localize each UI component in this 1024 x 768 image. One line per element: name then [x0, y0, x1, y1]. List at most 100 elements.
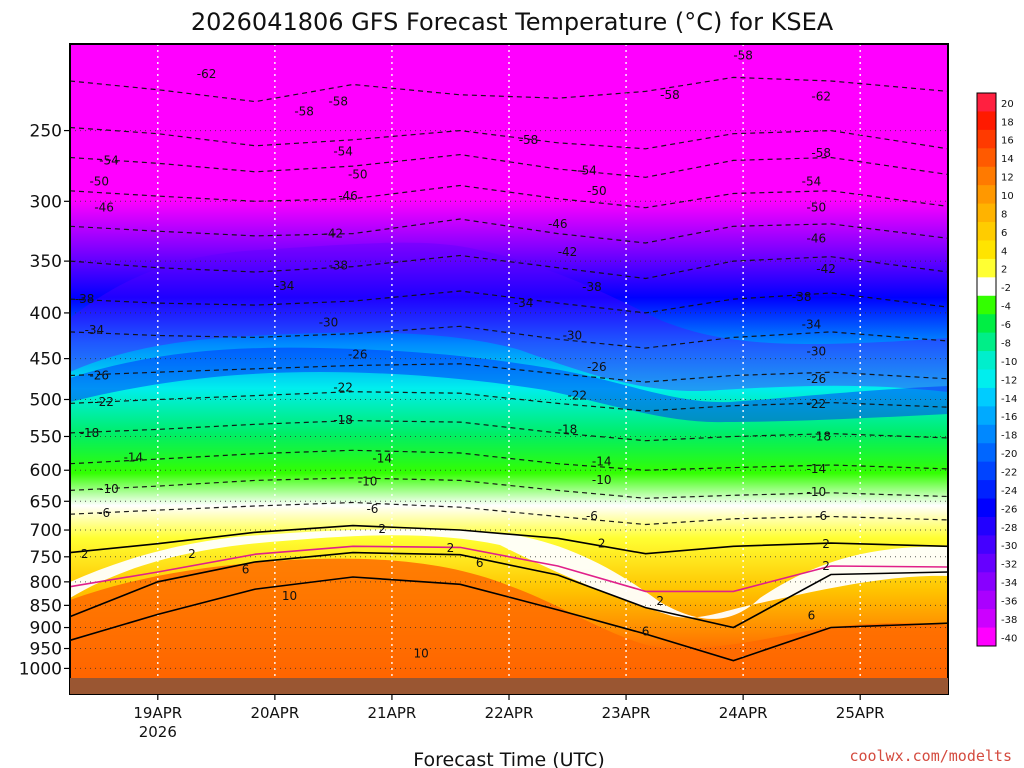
time-tick-label: 24APR	[719, 704, 768, 722]
contour-value-label: -22	[94, 395, 114, 409]
contour-value-label: 2	[822, 537, 830, 551]
contour-line	[69, 218, 949, 244]
contour-value-label: -46	[806, 231, 826, 245]
colorbar-label: -30	[1001, 541, 1017, 552]
colorbar-label: -38	[1001, 615, 1017, 626]
midlevel-blue-band	[70, 347, 948, 423]
contour-value-label: 2	[81, 547, 89, 561]
contour-line	[69, 290, 949, 314]
pressure-tick-label: 300	[30, 192, 62, 212]
colorbar-label: 20	[1001, 99, 1014, 110]
colorbar-label: -32	[1001, 560, 1017, 571]
colorbar-swatch	[977, 480, 996, 500]
upper-cold-bulge	[70, 242, 948, 392]
contour-value-label: 6	[808, 608, 816, 622]
pressure-tick-label: 550	[30, 427, 62, 447]
colorbar-label: -12	[1001, 375, 1017, 386]
colorbar-swatch	[977, 314, 996, 334]
contour-value-label: -30	[563, 329, 583, 343]
contour-value-label: -6	[366, 502, 378, 516]
contour-value-label: -42	[324, 227, 344, 241]
contour-value-label: 6	[642, 624, 650, 638]
contour-lines	[69, 76, 949, 662]
colorbar-label: 10	[1001, 191, 1014, 202]
contour-value-label: -14	[592, 455, 612, 469]
colorbar-label: -20	[1001, 449, 1017, 460]
source-credit: coolwx.com/modelts	[849, 747, 1012, 765]
contour-line	[69, 501, 949, 526]
contour-value-label: -54	[99, 153, 119, 167]
pressure-tick-label: 650	[30, 492, 62, 512]
contour-value-label: -50	[89, 174, 109, 188]
contour-value-label: -54	[577, 163, 597, 177]
contour-value-label: -34	[85, 323, 105, 337]
contour-value-label: -10	[806, 485, 826, 499]
colorbar-frame	[976, 92, 997, 647]
colorbar-swatch	[977, 498, 996, 518]
contour-value-label: -6	[586, 509, 598, 523]
contour-value-label: -18	[811, 429, 831, 443]
colorbar-label: 6	[1001, 228, 1007, 239]
colorbar-swatch	[977, 258, 996, 278]
colorbar-swatch	[977, 295, 996, 315]
pressure-tick-label: 1000	[19, 659, 62, 679]
contour-value-label: -34	[514, 296, 534, 310]
colorbar-swatch	[977, 166, 996, 186]
colorbar-swatch	[977, 590, 996, 610]
contour-value-label: -18	[80, 426, 100, 440]
contour-value-label: -10	[358, 475, 378, 489]
contour-value-label: -26	[348, 347, 368, 361]
contour-line	[69, 126, 949, 150]
contour-value-label: 2	[378, 522, 386, 536]
contour-value-label: 6	[242, 563, 250, 577]
colorbar-label: 18	[1001, 117, 1014, 128]
colorbar-label: -4	[1001, 302, 1011, 313]
colorbar-label: -14	[1001, 394, 1017, 405]
chart-title: 2026041806 GFS Forecast Temperature (°C)…	[191, 8, 834, 36]
colorbar-label: -26	[1001, 504, 1017, 515]
contour-value-label: -38	[328, 259, 348, 273]
contour-line	[69, 477, 949, 499]
contour-value-label: -54	[802, 174, 822, 188]
contour-value-label: -58	[519, 133, 539, 147]
colorbar-swatch	[977, 461, 996, 481]
contour-value-label: -42	[558, 245, 578, 259]
contour-value-label: -18	[558, 422, 578, 436]
colorbar-label: -28	[1001, 523, 1017, 534]
colorbar-swatch	[977, 332, 996, 352]
pressure-tick-label: 400	[30, 304, 62, 324]
pressure-tick-label: 750	[30, 548, 62, 568]
contour-line	[69, 153, 949, 178]
pressure-tick-label: 900	[30, 619, 62, 639]
colorbar-swatch	[977, 424, 996, 444]
contour-line	[69, 419, 949, 442]
time-tick-sublabel: 2026	[139, 723, 177, 741]
colorbar-label: -34	[1001, 578, 1017, 589]
contour-labels: -62-58-54-50-46-38-34-26-22-18-14-10-62 2…	[75, 48, 836, 660]
contour-value-label: 2	[188, 547, 196, 561]
pressure-tick-label: 950	[30, 640, 62, 660]
colorbar-label: -22	[1001, 467, 1017, 478]
contour-value-label: -10	[592, 473, 612, 487]
contour-value-label: -34	[802, 317, 822, 331]
colorbar-swatch	[977, 351, 996, 370]
contour-value-label: -38	[792, 290, 812, 304]
contour-line	[69, 325, 949, 349]
pressure-tick-label: 600	[30, 461, 62, 481]
colorbar-label: -24	[1001, 486, 1017, 497]
contour-value-label: -22	[333, 381, 353, 395]
contour-value-label: -58	[328, 95, 348, 109]
contour-value-label: -22	[806, 397, 826, 411]
colorbar-label: 14	[1001, 154, 1014, 165]
colorbar-swatch	[977, 129, 996, 149]
colorbar-swatch	[977, 111, 996, 131]
contour-line	[69, 576, 949, 662]
contour-value-label: -14	[124, 451, 144, 465]
contour-value-label: -34	[275, 279, 295, 293]
contour-value-label: -54	[333, 145, 353, 159]
contour-value-label: -6	[98, 506, 110, 520]
contour-value-label: -46	[94, 201, 114, 215]
contour-line	[69, 551, 949, 629]
colorbar-label: -8	[1001, 338, 1011, 349]
